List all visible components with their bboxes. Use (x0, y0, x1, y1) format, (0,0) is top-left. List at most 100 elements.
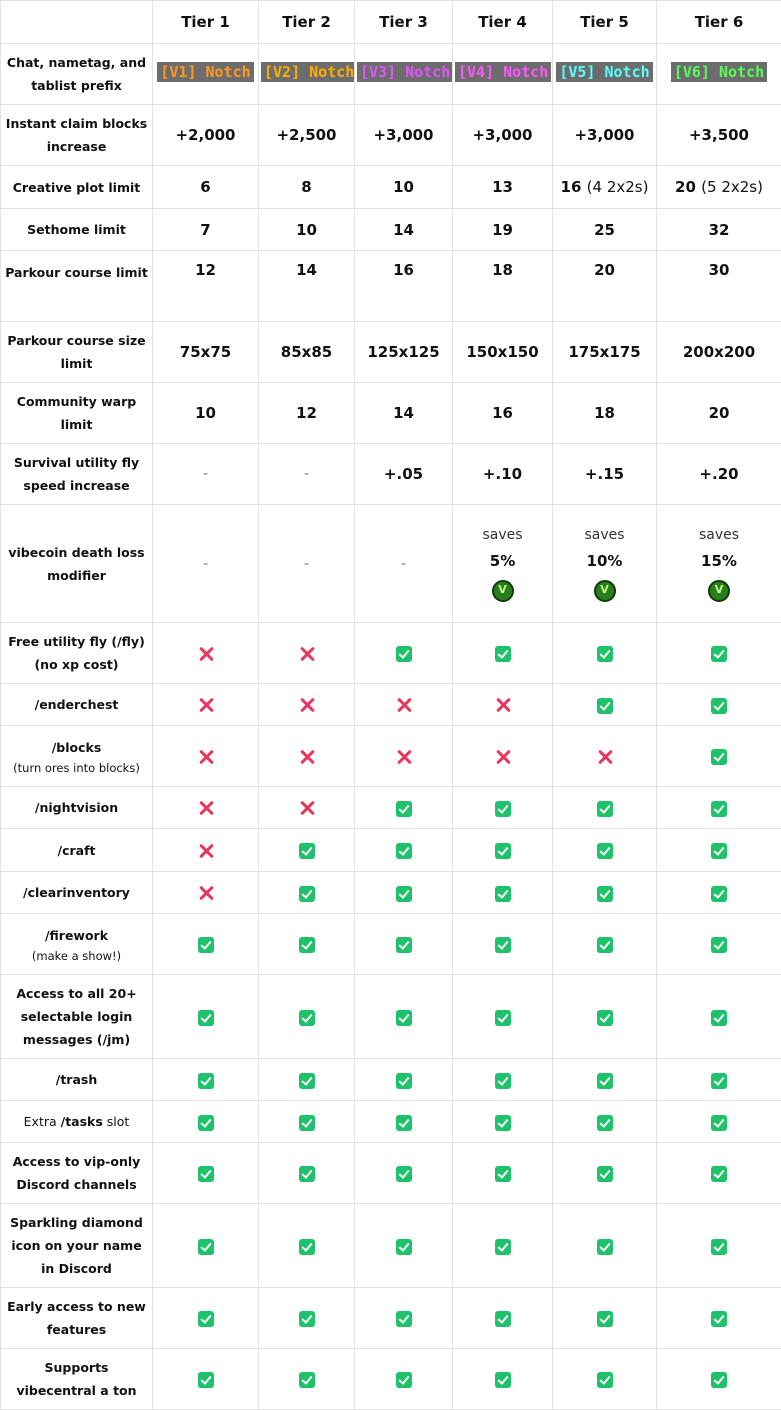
check-icon (494, 1238, 511, 1255)
cross-icon (494, 748, 512, 766)
cross-icon (197, 799, 215, 817)
value-cell (152, 1100, 259, 1143)
value-cell (354, 1058, 453, 1101)
feature-row: /clearinventory (0, 871, 781, 914)
cross-icon (298, 696, 316, 714)
row-label: Supports vibecentral a ton (0, 1348, 153, 1410)
value-cell (152, 786, 259, 829)
check-icon (596, 885, 613, 902)
value-cell: +3,500 (656, 104, 781, 166)
value-cell: 30 (656, 250, 781, 322)
check-icon (197, 1072, 214, 1089)
check-icon (494, 1372, 511, 1388)
check-icon (298, 843, 315, 859)
check-icon (494, 1166, 511, 1182)
value-cell (552, 1058, 657, 1101)
tier-5-header: Tier 5 (552, 0, 657, 44)
vibecoin-icon (593, 579, 616, 602)
label-prefix-text: Extra (23, 1114, 61, 1129)
value-text: +2,500 (276, 126, 337, 144)
check-icon (197, 1311, 214, 1327)
row-label: Sparkling diamond icon on your name in D… (0, 1203, 153, 1288)
check-icon (494, 1072, 511, 1089)
value-cell (354, 622, 453, 684)
check-icon (395, 937, 412, 953)
row-label: /blocks (turn ores into blocks) (0, 725, 153, 787)
value-cell (152, 871, 259, 914)
value-cell (656, 622, 781, 684)
row-label: Survival utility fly speed increase (0, 443, 153, 505)
value-text: 85x85 (280, 343, 333, 361)
cross-icon (197, 884, 215, 902)
value-cell (152, 828, 259, 872)
value-cell: 25 (552, 208, 657, 251)
value-cell: 20 (5 2x2s) (656, 165, 781, 209)
value-cell (452, 871, 553, 914)
value-cell: +.05 (354, 443, 453, 505)
value-text: 10 (195, 404, 216, 422)
value-cell (258, 786, 355, 829)
saves-label: saves (698, 526, 740, 543)
sethome-row: Sethome limit 7 10 14 19 25 32 (0, 208, 781, 251)
value-cell (354, 828, 453, 872)
tier-4-header: Tier 4 (452, 0, 553, 44)
vibecoin-icon (491, 579, 514, 602)
creative-row: Creative plot limit 6 8 10 13 16 (4 2x2s) 20 (… (0, 165, 781, 209)
tier-6-header: Tier 6 (656, 0, 781, 44)
value-text: 18 (594, 404, 615, 422)
check-icon (494, 1009, 511, 1026)
value-cell (656, 1058, 781, 1101)
value-cell (552, 786, 657, 829)
value-cell (354, 786, 453, 829)
value-text: +3,500 (688, 126, 749, 144)
value-cell (152, 1142, 259, 1204)
value-cell: 200x200 (656, 321, 781, 383)
value-text: 8 (301, 178, 312, 196)
value-cell: saves 10% (552, 504, 657, 623)
value-cell (656, 786, 781, 829)
value-cell (656, 1142, 781, 1204)
value-cell (354, 871, 453, 914)
label-text: /nightvision (34, 800, 119, 815)
check-icon (298, 1072, 315, 1089)
value-text: 32 (708, 220, 730, 239)
value-cell (656, 974, 781, 1059)
row-label: Parkour course size limit (0, 321, 153, 383)
value-cell (452, 622, 553, 684)
row-label: Sethome limit (0, 208, 153, 251)
value-text: 25 (594, 220, 615, 239)
value-cell (656, 1100, 781, 1143)
feature-row: Access to all 20+ selectable login messa… (0, 974, 781, 1059)
value-cell: 150x150 (452, 321, 553, 383)
value-cell (656, 871, 781, 914)
value-cell: 85x85 (258, 321, 355, 383)
value-cell: +.20 (656, 443, 781, 505)
value-cell: +3,000 (552, 104, 657, 166)
value-cell (354, 1142, 453, 1204)
value-cell: saves 5% (452, 504, 553, 623)
check-icon (197, 1166, 214, 1182)
prefix-badge: [V3] Notch (357, 62, 452, 82)
check-icon (711, 937, 727, 953)
features-body: Free utility fly (/fly) (no xp cost) /end… (0, 622, 781, 1410)
feature-row: /firework (make a show!) (0, 913, 781, 975)
row-label: Community warp limit (0, 382, 153, 444)
value-cell: 14 (258, 250, 355, 322)
vibecoin-icon (708, 579, 730, 602)
check-icon (395, 1372, 412, 1388)
feature-row: Extra /tasks slot (0, 1100, 781, 1143)
value-cell (354, 725, 453, 787)
value-cell (552, 1100, 657, 1143)
value-cell: 20 (656, 382, 781, 444)
value-cell (258, 1203, 355, 1288)
label-text: /craft (57, 842, 96, 858)
check-icon (711, 1372, 727, 1388)
prefix-badge: [V4] Notch (455, 62, 552, 82)
cross-icon (298, 748, 316, 766)
check-icon (395, 1166, 412, 1182)
label-subtext: (make a show!) (31, 948, 122, 963)
label-suffix-text: slot (102, 1114, 130, 1129)
value-cell (552, 622, 657, 684)
value-text: +3,000 (373, 126, 434, 144)
value-cell: 16 (452, 382, 553, 444)
